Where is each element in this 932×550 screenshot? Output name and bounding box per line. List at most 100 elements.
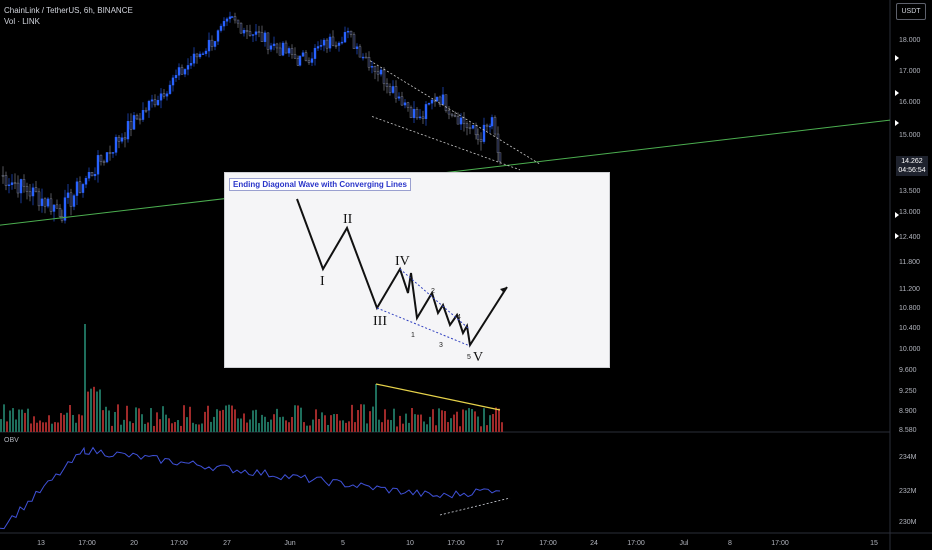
candle-body: [40, 198, 44, 207]
candle-body: [43, 198, 47, 207]
volume-bar: [156, 412, 158, 432]
candle-body: [63, 197, 67, 221]
volume-bar: [144, 423, 146, 432]
obv-tick-label: 230M: [899, 519, 917, 526]
candle-body: [198, 53, 202, 58]
volume-bar: [42, 422, 44, 432]
volume-bar: [147, 422, 149, 432]
volume-bar: [15, 419, 17, 432]
volume-bar: [336, 414, 338, 432]
candle-body: [447, 110, 451, 115]
volume-bar: [153, 425, 155, 432]
candle-body: [25, 186, 29, 192]
sub-wave-label: 1: [411, 332, 415, 339]
candle-body: [66, 192, 70, 198]
volume-bar: [297, 405, 299, 432]
diagram-lower-channel: [376, 307, 471, 347]
volume-bar: [24, 412, 26, 432]
volume-bar: [228, 404, 230, 432]
volume-bar: [474, 411, 476, 432]
axis-marker-icon: [895, 55, 899, 61]
volume-bar: [393, 408, 395, 432]
volume-bar: [270, 419, 272, 432]
volume-bar: [459, 426, 461, 432]
time-tick-label: 17:00: [771, 540, 789, 547]
candle-body: [123, 137, 127, 140]
obv-tick-label: 232M: [899, 488, 917, 495]
volume-bar: [426, 424, 428, 432]
candle-body: [183, 69, 187, 75]
volume-bar: [9, 410, 11, 432]
volume-bar: [36, 422, 38, 432]
candle-body: [75, 181, 79, 196]
candle-body: [379, 69, 383, 75]
candle-body: [108, 152, 112, 154]
volume-bar: [441, 410, 443, 432]
candle-body: [304, 52, 308, 61]
volume-bar: [282, 416, 284, 432]
candle-body: [316, 46, 320, 49]
volume-legend[interactable]: Vol · LINK: [4, 17, 41, 26]
last-price: 14.262: [901, 158, 923, 165]
candle-body: [141, 110, 145, 120]
candle-body: [412, 108, 416, 119]
volume-bar: [135, 407, 137, 432]
candle-body: [165, 93, 169, 97]
candle-body: [430, 99, 434, 104]
time-axis[interactable]: 13 17:00 20 17:00 27 Jun 5 10 17:00 17 17:00 24 17:0…: [37, 540, 878, 547]
candle-body: [1, 175, 5, 177]
volume-bar: [78, 414, 80, 432]
candle-body: [272, 43, 276, 46]
obv-legend[interactable]: OBV: [4, 437, 19, 444]
price-axis[interactable]: 18.000 17.000 16.000 15.000 13.500 13.000 12.4…: [895, 37, 921, 526]
volume-bar: [420, 414, 422, 432]
candle-body: [213, 41, 217, 47]
volume-bar: [387, 419, 389, 432]
bar-countdown: 04:56:54: [898, 167, 926, 174]
candle-body: [340, 41, 344, 44]
volume-bar: [462, 409, 464, 432]
volume-bar: [339, 420, 341, 432]
volume-bar: [75, 422, 77, 432]
candle-body: [129, 121, 133, 130]
volume-bar: [129, 421, 131, 432]
candle-body: [331, 36, 335, 46]
candle-body: [239, 22, 243, 34]
symbol-title[interactable]: ChainLink / TetherUS, 6h, BINANCE: [4, 6, 133, 15]
volume-bar: [54, 422, 56, 432]
candle-body: [147, 100, 151, 111]
candle-body: [287, 48, 291, 54]
volume-bar: [264, 416, 266, 432]
candle-body: [171, 77, 175, 86]
price-tick-label: 9.250: [899, 388, 917, 395]
volume-bar: [252, 410, 254, 432]
volume-bar: [261, 414, 263, 432]
currency-button[interactable]: USDT: [896, 3, 926, 20]
candle-body: [490, 117, 494, 127]
candlesticks: [1, 11, 502, 224]
candle-body: [52, 204, 56, 212]
time-tick-label: 27: [223, 540, 231, 547]
volume-bar: [87, 391, 89, 432]
volume-bar: [429, 416, 431, 432]
price-tick-label: 17.000: [899, 68, 921, 75]
volume-bar: [306, 425, 308, 432]
volume-bar: [57, 422, 59, 432]
volume-bar: [273, 414, 275, 432]
volume-bar: [210, 421, 212, 432]
volume-bar: [21, 409, 23, 432]
time-tick-label: 17:00: [447, 540, 465, 547]
obv-tick-label: 234M: [899, 454, 917, 461]
time-tick-label: 8: [728, 540, 732, 547]
candle-body: [22, 179, 26, 187]
candle-body: [355, 46, 359, 49]
volume-bar: [360, 404, 362, 432]
volume-bar: [447, 422, 449, 432]
volume-bar: [165, 414, 167, 432]
price-tick-label: 9.600: [899, 367, 917, 374]
candle-body: [174, 75, 178, 79]
candle-body: [34, 187, 38, 193]
wave-diagram-title: Ending Diagonal Wave with Converging Lin…: [229, 178, 411, 191]
volume-trendline: [375, 383, 501, 411]
candle-body: [349, 30, 353, 35]
